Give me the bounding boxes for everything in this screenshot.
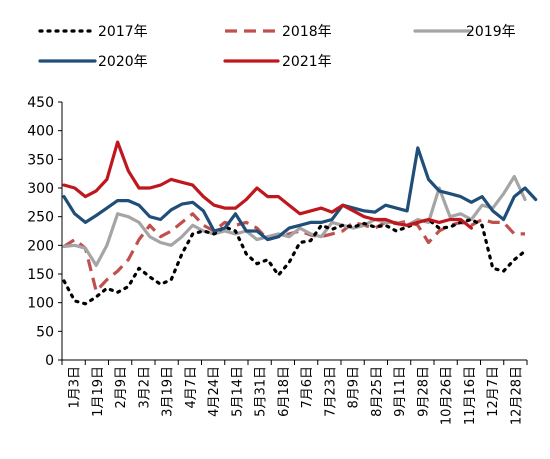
y-tick-label: 250 [27, 210, 54, 226]
x-tick-label: 7月23日 [323, 366, 338, 417]
x-tick-label: 1月19日 [91, 366, 106, 417]
x-tick-label: 12月7日 [486, 366, 501, 417]
x-tick-label: 8月25日 [370, 366, 385, 417]
legend-label: 2019年 [466, 24, 516, 40]
series-line-2020年 [62, 146, 538, 242]
x-tick-label: 4月24日 [207, 366, 222, 417]
y-tick-label: 400 [27, 124, 54, 140]
legend: 2017年 2018年 2019年 2020年 2021年 [38, 24, 516, 70]
x-tick-label: 4月7日 [184, 366, 199, 409]
series-line-2017年 [62, 217, 527, 306]
x-tick-label: 9月11日 [393, 366, 408, 417]
x-tick-label: 9月28日 [416, 366, 431, 417]
y-tick-label: 300 [27, 181, 54, 197]
legend-label: 2018年 [282, 24, 332, 40]
y-tick-label: 100 [27, 296, 54, 312]
x-tick-label: 3月2日 [137, 366, 152, 409]
y-tick-label: 450 [27, 95, 54, 111]
y-tick-label: 150 [27, 267, 54, 283]
y-tick-label: 50 [36, 324, 54, 340]
x-tick-label: 6月18日 [277, 366, 292, 417]
y-tick-label: 350 [27, 152, 54, 168]
x-tick-label: 5月31日 [254, 366, 269, 417]
legend-label: 2017年 [98, 24, 148, 40]
legend-label: 2020年 [98, 54, 148, 70]
y-tick-label: 200 [27, 238, 54, 254]
legend-label: 2021年 [282, 54, 332, 70]
x-tick-label: 10月26日 [440, 366, 455, 425]
x-tick-label: 8月9日 [347, 366, 362, 409]
x-tick-label: 1月3日 [68, 366, 83, 409]
x-tick-label: 7月6日 [300, 366, 315, 409]
series-line-2019年 [62, 174, 527, 267]
x-tick-label: 2月9日 [114, 366, 129, 409]
x-tick-label: 3月19日 [161, 366, 176, 417]
axes: 0 50 100 150 200 250 300 350 400 450 1月3日 1月19日 2月9日… [27, 95, 528, 425]
y-tick-label: 0 [45, 353, 54, 369]
x-tick-label: 5月14日 [230, 366, 245, 417]
series-line-2021年 [62, 140, 473, 230]
x-tick-label: 11月16日 [463, 366, 478, 425]
series-layer [62, 140, 538, 306]
x-tick-label: 12月28日 [509, 366, 524, 425]
